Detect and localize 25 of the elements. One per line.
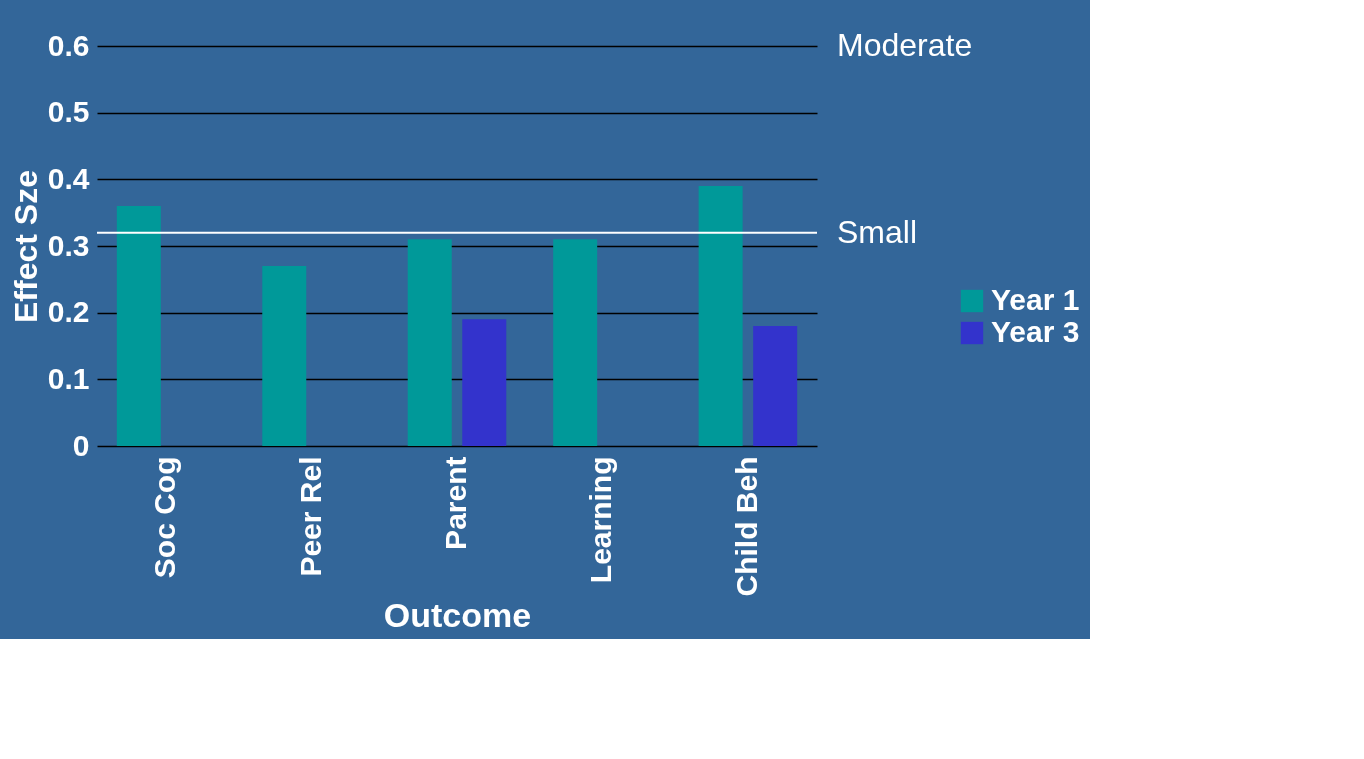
x-tick-label: Parent xyxy=(439,456,472,550)
y-tick-label: 0.6 xyxy=(47,28,90,62)
ref-line-label: Small xyxy=(837,213,918,250)
y-tick-label: 0.5 xyxy=(47,95,90,129)
bar xyxy=(407,239,452,446)
x-tick-label: Learning xyxy=(584,456,618,584)
y-tick-label: 0 xyxy=(72,428,90,462)
legend-label: Year 1 xyxy=(991,283,1080,316)
bar xyxy=(698,186,743,446)
x-tick-label: Peer Rel xyxy=(293,456,327,577)
bar xyxy=(462,319,507,446)
text: Moderate xyxy=(837,27,973,63)
y-axis-title: Effect Sze xyxy=(7,170,44,323)
x-axis-title: Outcome xyxy=(383,596,532,635)
bar xyxy=(116,206,161,446)
bar xyxy=(753,326,798,446)
y-tick-label: 0.3 xyxy=(47,228,90,262)
y-tick-label: 0.1 xyxy=(47,361,90,395)
bar xyxy=(553,239,598,446)
x-tick-label: Child Beh xyxy=(729,456,763,597)
legend-label: Year 3 xyxy=(991,315,1080,348)
x-tick-label: Soc Cog xyxy=(148,456,182,579)
y-tick-label: 0.4 xyxy=(47,161,90,195)
y-tick-label: 0.2 xyxy=(47,295,90,329)
bar xyxy=(262,266,307,446)
